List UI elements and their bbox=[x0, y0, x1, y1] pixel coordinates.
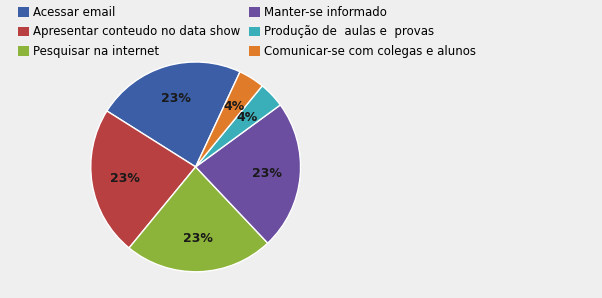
Legend: Acessar email, Apresentar conteudo no data show, Pesquisar na internet, Manter-s: Acessar email, Apresentar conteudo no da… bbox=[18, 6, 476, 58]
Text: 23%: 23% bbox=[110, 172, 140, 185]
Wedge shape bbox=[196, 105, 300, 243]
Wedge shape bbox=[196, 72, 262, 167]
Wedge shape bbox=[107, 62, 240, 167]
Text: 4%: 4% bbox=[237, 111, 258, 124]
Text: 4%: 4% bbox=[223, 100, 244, 113]
Text: 23%: 23% bbox=[161, 92, 190, 105]
Wedge shape bbox=[91, 111, 196, 248]
Wedge shape bbox=[129, 167, 268, 272]
Text: 23%: 23% bbox=[252, 167, 282, 180]
Wedge shape bbox=[196, 86, 281, 167]
Text: 23%: 23% bbox=[183, 232, 213, 245]
